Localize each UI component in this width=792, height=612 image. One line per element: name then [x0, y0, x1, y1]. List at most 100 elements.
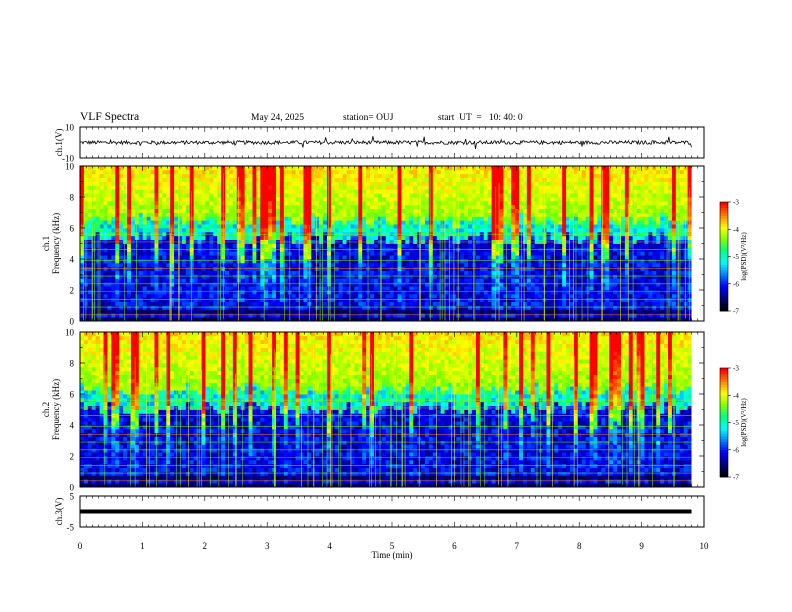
ch2-spectrogram-colorbar-segment	[720, 430, 728, 434]
ch1-spectrogram-colorbar-segment	[720, 256, 728, 260]
ch1-waveform-ytick-label: -10	[62, 154, 74, 164]
ch1-spectrogram-colorbar-segment	[720, 286, 728, 290]
ch1-spectrogram-colorbar-segment	[720, 234, 728, 238]
ch1-spectrogram-ytick-label: 4	[70, 255, 75, 265]
ch2-spectrogram-colorbar-segment	[720, 417, 728, 421]
ch1-spectrogram-colorbar-segment	[720, 302, 728, 306]
ch2-spectrogram-colorbar-segment	[720, 457, 728, 462]
ch1-spectrogram-ytick-label: 10	[65, 162, 75, 172]
x-tick-label: 1	[140, 541, 145, 551]
ch1-spectrogram-colorbar-segment	[720, 294, 728, 298]
station-label: station= OUJ	[343, 113, 394, 123]
ch2-spectrogram-ytick-label: 0	[70, 483, 75, 493]
ch2-spectrogram-ytick-label: 8	[70, 359, 75, 369]
ch1-spectrogram-colorbar-segment	[720, 291, 728, 296]
ch1-spectrogram-colorbar-tick-label: -7	[733, 308, 739, 316]
ch2-spectrogram-ytick-label: 4	[70, 421, 75, 431]
x-tick-label: 10	[700, 541, 710, 551]
ch1-spectrogram-colorbar-segment	[720, 221, 728, 225]
ch2-spectrogram-blank	[691, 332, 704, 487]
ch2-spectrogram-colorbar-segment	[720, 376, 728, 380]
ch2-spectrogram-colorbar-tick-label: -3	[733, 365, 739, 373]
ch1-spectrogram-colorbar-segment	[720, 210, 728, 214]
ch2-spectrogram-colorbar-segment	[720, 397, 728, 402]
ch1-spectrogram-colorbar-segment	[720, 300, 728, 304]
ch2-spectrogram-colorbar-segment	[720, 406, 728, 410]
ch1-spectrogram-ylabel-channel: ch.1	[41, 236, 51, 251]
ch2-spectrogram-ytick-label: 6	[70, 390, 75, 400]
ch1-spectrogram-blank	[691, 166, 704, 321]
ch1-spectrogram-colorbar-segment	[720, 204, 728, 208]
ch3-waveform-ytick-label: -5	[67, 523, 75, 533]
ch1-spectrogram-ylabel-frequency: Frequency (kHz)	[51, 213, 61, 274]
ch2-spectrogram-colorbar-segment	[720, 460, 728, 464]
ch1-spectrogram-ytick-label: 6	[70, 224, 75, 234]
ch1-spectrogram-colorbar-segment	[720, 245, 728, 249]
ch2-spectrogram-colorbar-tick-label: -5	[733, 419, 739, 427]
ch2-spectrogram-colorbar-segment	[720, 474, 728, 478]
ch2-spectrogram-colorbar-segment	[720, 449, 728, 453]
ch1-spectrogram-colorbar-segment	[720, 240, 728, 244]
ch1-spectrogram-colorbar-segment	[720, 261, 728, 266]
ch1-spectrogram-colorbar-segment	[720, 248, 728, 252]
ch1-spectrogram-colorbar-tick-label: -3	[733, 199, 739, 207]
ch1-spectrogram-colorbar-segment	[720, 212, 728, 217]
ch1-waveform-ylabel: ch.1(V)	[54, 129, 64, 157]
ch1-spectrogram-colorbar-segment	[720, 251, 728, 255]
ch2-spectrogram-colorbar-segment	[720, 452, 728, 456]
ch1-spectrogram-colorbar-segment	[720, 237, 728, 241]
ch2-spectrogram-ytick-label: 10	[65, 328, 75, 338]
x-axis-label: Time (min)	[372, 550, 413, 560]
ch1-spectrogram-colorbar-segment	[720, 275, 728, 279]
ch2-spectrogram-colorbar-segment	[720, 387, 728, 391]
ch1-spectrogram-colorbar-segment	[720, 272, 728, 276]
ch2-spectrogram-colorbar-segment	[720, 400, 728, 404]
ch2-spectrogram-ylabel-channel: ch.2	[41, 402, 51, 417]
ch2-spectrogram-colorbar-segment	[720, 392, 728, 396]
ch1-spectrogram-colorbar-label: log(PSD)(V²/Hz)	[740, 232, 748, 281]
ch1-spectrogram-colorbar-tick-label: -5	[733, 253, 739, 261]
ch2-spectrogram-colorbar-segment	[720, 436, 728, 440]
ch1-spectrogram-cells	[80, 166, 692, 322]
ch1-spectrogram-colorbar-segment	[720, 278, 728, 282]
ch2-spectrogram-colorbar-segment	[720, 368, 728, 372]
x-tick-label: 8	[577, 541, 582, 551]
ch2-spectrogram-colorbar-segment	[720, 425, 728, 429]
ch2-spectrogram-colorbar-segment	[720, 395, 728, 399]
ch1-waveform-trace	[79, 136, 692, 149]
ch1-spectrogram-colorbar-segment	[720, 242, 728, 246]
x-tick-label: 3	[265, 541, 270, 551]
ch2-spectrogram-colorbar-tick-label: -7	[733, 474, 739, 482]
ch1-spectrogram-colorbar-segment	[720, 202, 728, 206]
ch1-spectrogram-colorbar-segment	[720, 253, 728, 257]
ch1-spectrogram-colorbar-segment	[720, 218, 728, 222]
ch1-spectrogram-colorbar-segment	[720, 207, 728, 211]
x-tick-label: 9	[639, 541, 644, 551]
ch2-spectrogram-colorbar-segment	[720, 389, 728, 393]
start-time-label: start UT = 10: 40: 0	[438, 113, 523, 123]
ch2-spectrogram-colorbar-segment	[720, 433, 728, 437]
ch2-spectrogram-colorbar-segment	[720, 427, 728, 432]
ch2-spectrogram-colorbar-segment	[720, 444, 728, 448]
ch1-spectrogram-ytick-label: 0	[70, 317, 75, 327]
ch2-spectrogram-colorbar-segment	[720, 455, 728, 459]
ch1-spectrogram-colorbar-segment	[720, 223, 728, 227]
ch1-waveform-ytick-label: 10	[65, 123, 75, 133]
ch2-spectrogram-colorbar-segment	[720, 381, 728, 385]
date-label: May 24, 2025	[251, 113, 305, 123]
ch1-spectrogram-colorbar-segment	[720, 259, 728, 263]
ch1-spectrogram-colorbar-segment	[720, 283, 728, 287]
ch1-spectrogram-ytick-label: 8	[70, 193, 75, 203]
ch2-spectrogram-cells	[80, 332, 692, 488]
x-tick-label: 6	[452, 541, 457, 551]
ch2-spectrogram-colorbar-label: log(PSD)(V²/Hz)	[740, 398, 748, 447]
ch2-spectrogram-colorbar-segment	[720, 463, 728, 467]
ch2-spectrogram-colorbar-segment	[720, 419, 728, 423]
x-tick-label: 0	[78, 541, 83, 551]
ch2-spectrogram-colorbar-segment	[720, 378, 728, 383]
ch1-spectrogram-colorbar-segment	[720, 229, 728, 233]
ch1-spectrogram-colorbar-segment	[720, 264, 728, 268]
chart-title: VLF Spectra	[80, 111, 140, 123]
ch2-spectrogram-colorbar-segment	[720, 466, 728, 470]
ch2-spectrogram-colorbar-segment	[720, 403, 728, 407]
